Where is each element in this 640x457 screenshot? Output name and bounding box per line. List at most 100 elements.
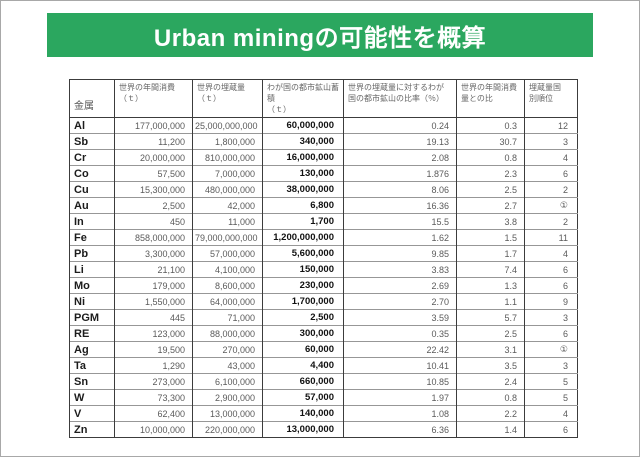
cell-ratio_to_world_annual_consumption: 1.5 <box>456 229 525 246</box>
cell-metal: Co <box>69 165 115 182</box>
metals-table: 金属 世界の年間消費 （ｔ） 世界の埋蔵量 （ｔ） わが国の都市鉱山蓄積 （ｔ） 世界の… <box>69 79 578 439</box>
table-row: Mo 179,000 8,600,000 230,000 2.69 1.3 6 <box>69 277 578 294</box>
cell-reserve_country_rank: 2 <box>524 181 578 198</box>
cell-metal: RE <box>69 325 115 342</box>
cell-ratio_to_world_annual_consumption: 30.7 <box>456 133 525 150</box>
cell-ratio_to_world_annual_consumption: 2.2 <box>456 405 525 422</box>
cell-world_annual_consumption_t: 273,000 <box>114 373 193 390</box>
table-row: Al 177,000,000 25,000,000,000 60,000,000 0.2… <box>69 117 578 134</box>
cell-world_annual_consumption_t: 21,100 <box>114 261 193 278</box>
cell-pct_of_world_reserves: 10.41 <box>343 357 457 374</box>
table-body: Al 177,000,000 25,000,000,000 60,000,000 0.2… <box>69 117 578 438</box>
cell-metal: Li <box>69 261 115 278</box>
cell-world_reserves_t: 79,000,000,000 <box>192 229 263 246</box>
cell-world_reserves_t: 1,800,000 <box>192 133 263 150</box>
cell-japan_urban_mine_stock_t: 1,700 <box>262 213 344 230</box>
table-header: 金属 世界の年間消費 （ｔ） 世界の埋蔵量 （ｔ） わが国の都市鉱山蓄積 （ｔ） 世界の… <box>69 79 578 119</box>
cell-world_annual_consumption_t: 73,300 <box>114 389 193 406</box>
column-header-reserve_country_rank: 埋蔵量国 別順位 <box>524 79 578 119</box>
column-header-japan_urban_mine_stock_t: わが国の都市鉱山蓄積 （ｔ） <box>262 79 344 119</box>
cell-ratio_to_world_annual_consumption: 3.1 <box>456 341 525 358</box>
cell-world_reserves_t: 11,000 <box>192 213 263 230</box>
cell-reserve_country_rank: ① <box>524 197 578 214</box>
cell-world_annual_consumption_t: 123,000 <box>114 325 193 342</box>
table-row: Sb 11,200 1,800,000 340,000 19.13 30.7 3 <box>69 133 578 150</box>
table-row: Ta 1,290 43,000 4,400 10.41 3.5 3 <box>69 357 578 374</box>
cell-world_reserves_t: 8,600,000 <box>192 277 263 294</box>
cell-pct_of_world_reserves: 0.35 <box>343 325 457 342</box>
cell-ratio_to_world_annual_consumption: 2.4 <box>456 373 525 390</box>
cell-ratio_to_world_annual_consumption: 3.8 <box>456 213 525 230</box>
cell-japan_urban_mine_stock_t: 60,000,000 <box>262 117 344 134</box>
cell-japan_urban_mine_stock_t: 300,000 <box>262 325 344 342</box>
cell-ratio_to_world_annual_consumption: 7.4 <box>456 261 525 278</box>
cell-ratio_to_world_annual_consumption: 1.4 <box>456 421 525 438</box>
cell-ratio_to_world_annual_consumption: 1.3 <box>456 277 525 294</box>
cell-metal: Ta <box>69 357 115 374</box>
table-row: Ni 1,550,000 64,000,000 1,700,000 2.70 1.1 9 <box>69 293 578 310</box>
cell-metal: Ni <box>69 293 115 310</box>
table-row: V 62,400 13,000,000 140,000 1.08 2.2 4 <box>69 405 578 422</box>
cell-metal: W <box>69 389 115 406</box>
cell-reserve_country_rank: 6 <box>524 261 578 278</box>
table-row: Cr 20,000,000 810,000,000 16,000,000 2.08 0.8… <box>69 149 578 166</box>
column-header-world_annual_consumption_t: 世界の年間消費 （ｔ） <box>114 79 193 119</box>
cell-pct_of_world_reserves: 3.83 <box>343 261 457 278</box>
cell-metal: Zn <box>69 421 115 438</box>
cell-japan_urban_mine_stock_t: 57,000 <box>262 389 344 406</box>
cell-world_reserves_t: 43,000 <box>192 357 263 374</box>
table-row: Ag 19,500 270,000 60,000 22.42 3.1 ① <box>69 341 578 358</box>
cell-pct_of_world_reserves: 19.13 <box>343 133 457 150</box>
cell-reserve_country_rank: 3 <box>524 133 578 150</box>
cell-reserve_country_rank: 4 <box>524 245 578 262</box>
cell-world_annual_consumption_t: 179,000 <box>114 277 193 294</box>
cell-japan_urban_mine_stock_t: 150,000 <box>262 261 344 278</box>
cell-metal: Ag <box>69 341 115 358</box>
cell-pct_of_world_reserves: 2.08 <box>343 149 457 166</box>
cell-world_reserves_t: 42,000 <box>192 197 263 214</box>
cell-metal: Sb <box>69 133 115 150</box>
cell-metal: Al <box>69 117 115 134</box>
cell-reserve_country_rank: 5 <box>524 373 578 390</box>
cell-japan_urban_mine_stock_t: 16,000,000 <box>262 149 344 166</box>
cell-world_annual_consumption_t: 450 <box>114 213 193 230</box>
cell-ratio_to_world_annual_consumption: 0.3 <box>456 117 525 134</box>
cell-world_reserves_t: 2,900,000 <box>192 389 263 406</box>
cell-ratio_to_world_annual_consumption: 2.7 <box>456 197 525 214</box>
cell-world_reserves_t: 64,000,000 <box>192 293 263 310</box>
cell-japan_urban_mine_stock_t: 140,000 <box>262 405 344 422</box>
cell-pct_of_world_reserves: 9.85 <box>343 245 457 262</box>
column-header-ratio_to_world_annual_consumption: 世界の年間消費 量との比 <box>456 79 525 119</box>
cell-reserve_country_rank: 6 <box>524 277 578 294</box>
table-row: Co 57,500 7,000,000 130,000 1.876 2.3 6 <box>69 165 578 182</box>
cell-pct_of_world_reserves: 2.69 <box>343 277 457 294</box>
cell-metal: Cr <box>69 149 115 166</box>
table-row: Fe 858,000,000 79,000,000,000 1,200,000,000… <box>69 229 578 246</box>
cell-pct_of_world_reserves: 1.97 <box>343 389 457 406</box>
cell-ratio_to_world_annual_consumption: 2.3 <box>456 165 525 182</box>
cell-japan_urban_mine_stock_t: 1,200,000,000 <box>262 229 344 246</box>
header-row: 金属 世界の年間消費 （ｔ） 世界の埋蔵量 （ｔ） わが国の都市鉱山蓄積 （ｔ） 世界の… <box>69 79 578 119</box>
cell-japan_urban_mine_stock_t: 660,000 <box>262 373 344 390</box>
cell-japan_urban_mine_stock_t: 5,600,000 <box>262 245 344 262</box>
cell-japan_urban_mine_stock_t: 1,700,000 <box>262 293 344 310</box>
cell-pct_of_world_reserves: 1.876 <box>343 165 457 182</box>
cell-world_reserves_t: 25,000,000,000 <box>192 117 263 134</box>
title-banner: Urban miningの可能性を概算 <box>47 13 593 57</box>
cell-metal: V <box>69 405 115 422</box>
cell-metal: Mo <box>69 277 115 294</box>
column-header-world_reserves_t: 世界の埋蔵量 （ｔ） <box>192 79 263 119</box>
cell-reserve_country_rank: 5 <box>524 389 578 406</box>
cell-japan_urban_mine_stock_t: 2,500 <box>262 309 344 326</box>
cell-world_annual_consumption_t: 2,500 <box>114 197 193 214</box>
cell-japan_urban_mine_stock_t: 13,000,000 <box>262 421 344 438</box>
table-row: PGM 445 71,000 2,500 3.59 5.7 3 <box>69 309 578 326</box>
cell-ratio_to_world_annual_consumption: 5.7 <box>456 309 525 326</box>
cell-pct_of_world_reserves: 3.59 <box>343 309 457 326</box>
table-row: RE 123,000 88,000,000 300,000 0.35 2.5 6 <box>69 325 578 342</box>
cell-metal: In <box>69 213 115 230</box>
cell-world_reserves_t: 7,000,000 <box>192 165 263 182</box>
table-row: Cu 15,300,000 480,000,000 38,000,000 8.06 2.5… <box>69 181 578 198</box>
table-row: Li 21,100 4,100,000 150,000 3.83 7.4 6 <box>69 261 578 278</box>
